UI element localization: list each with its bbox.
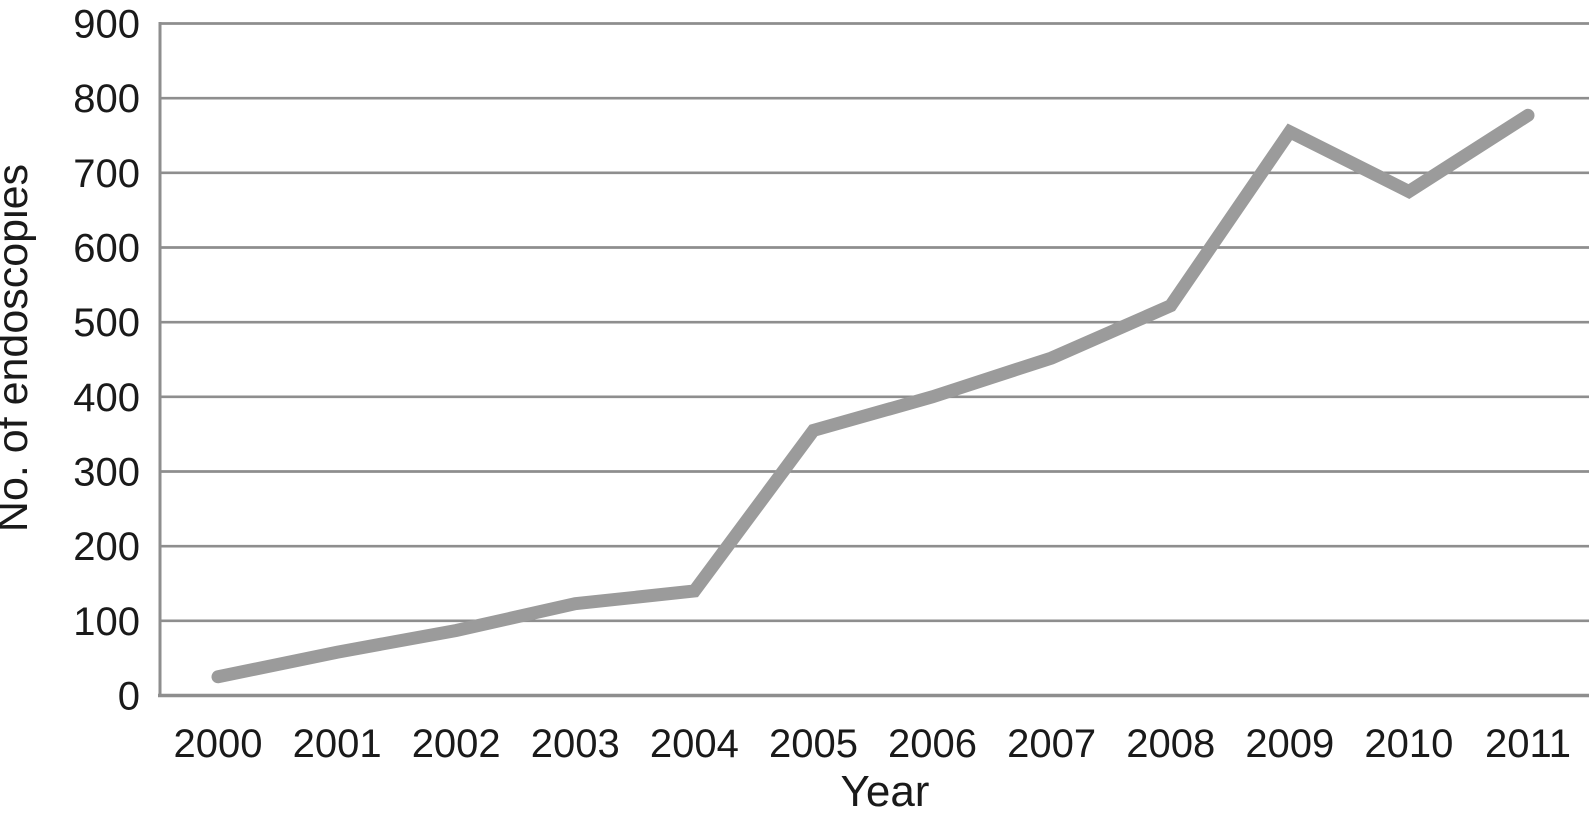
x-tick-label: 2004 bbox=[650, 722, 739, 766]
x-tick-label: 2009 bbox=[1245, 722, 1334, 766]
y-tick-label: 900 bbox=[73, 3, 140, 47]
x-tick-label: 2010 bbox=[1364, 722, 1453, 766]
y-tick-label: 0 bbox=[118, 675, 140, 719]
x-tick-label: 2000 bbox=[174, 722, 263, 766]
x-axis-title: Year bbox=[841, 767, 930, 816]
x-tick-label: 2007 bbox=[1007, 722, 1096, 766]
x-tick-label: 2011 bbox=[1485, 722, 1571, 766]
y-tick-label: 800 bbox=[73, 77, 140, 121]
y-tick-label: 700 bbox=[73, 152, 140, 196]
x-tick-label: 2006 bbox=[888, 722, 977, 766]
x-tick-label: 2008 bbox=[1126, 722, 1215, 766]
x-tick-label: 2005 bbox=[769, 722, 858, 766]
x-tick-label: 2001 bbox=[293, 722, 382, 766]
y-tick-label: 300 bbox=[73, 451, 140, 495]
data-line-no-of-endoscopies bbox=[211, 108, 1535, 684]
x-tick-label: 2003 bbox=[531, 722, 620, 766]
y-tick-label: 100 bbox=[73, 600, 140, 644]
x-tick-label: 2002 bbox=[412, 722, 501, 766]
y-tick-label: 200 bbox=[73, 525, 140, 569]
y-axis-title: No. of endoscopies bbox=[0, 164, 37, 532]
y-tick-label: 600 bbox=[73, 227, 140, 271]
y-tick-label: 500 bbox=[73, 301, 140, 345]
y-tick-label: 400 bbox=[73, 376, 140, 420]
